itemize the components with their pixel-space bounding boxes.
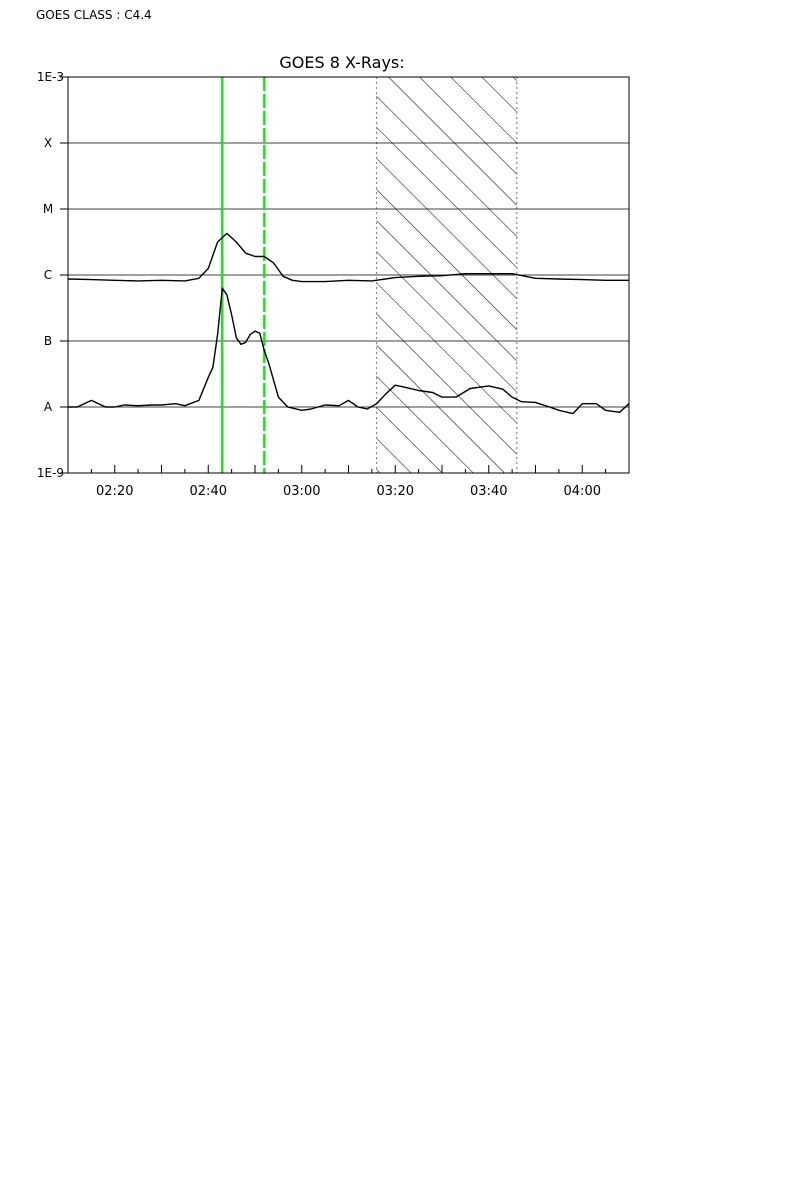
class-gridlines (68, 142, 629, 408)
x-tick-label: 03:00 (283, 484, 320, 499)
y-tick-label: M (43, 202, 53, 216)
event-markers (221, 77, 266, 473)
y-tick-label: X (44, 136, 52, 150)
series-line-1 (68, 232, 629, 283)
y-tick-label: C (44, 268, 52, 282)
y-axis: 1E-3 X M C B A 1E-9 (37, 70, 68, 480)
x-tick-label: 03:40 (470, 484, 507, 499)
chart-title: GOES 8 X-Rays: (279, 53, 404, 72)
y-tick-label: 1E-3 (37, 70, 64, 84)
y-tick-label: B (44, 334, 52, 348)
x-tick-label: 04:00 (564, 484, 601, 499)
x-tick-label: 02:40 (190, 484, 227, 499)
y-tick-label: A (44, 400, 53, 414)
goes-class-label: GOES CLASS : C4.4 (36, 8, 152, 22)
x-tick-label: 03:20 (377, 484, 414, 499)
x-axis: 02:20 02:40 03:00 03:20 03:40 04:00 (67, 465, 630, 499)
flux-curves (68, 232, 629, 415)
y-tick-label: 1E-9 (37, 466, 64, 480)
x-tick-label: 02:20 (96, 484, 133, 499)
series-line-2 (68, 287, 629, 415)
